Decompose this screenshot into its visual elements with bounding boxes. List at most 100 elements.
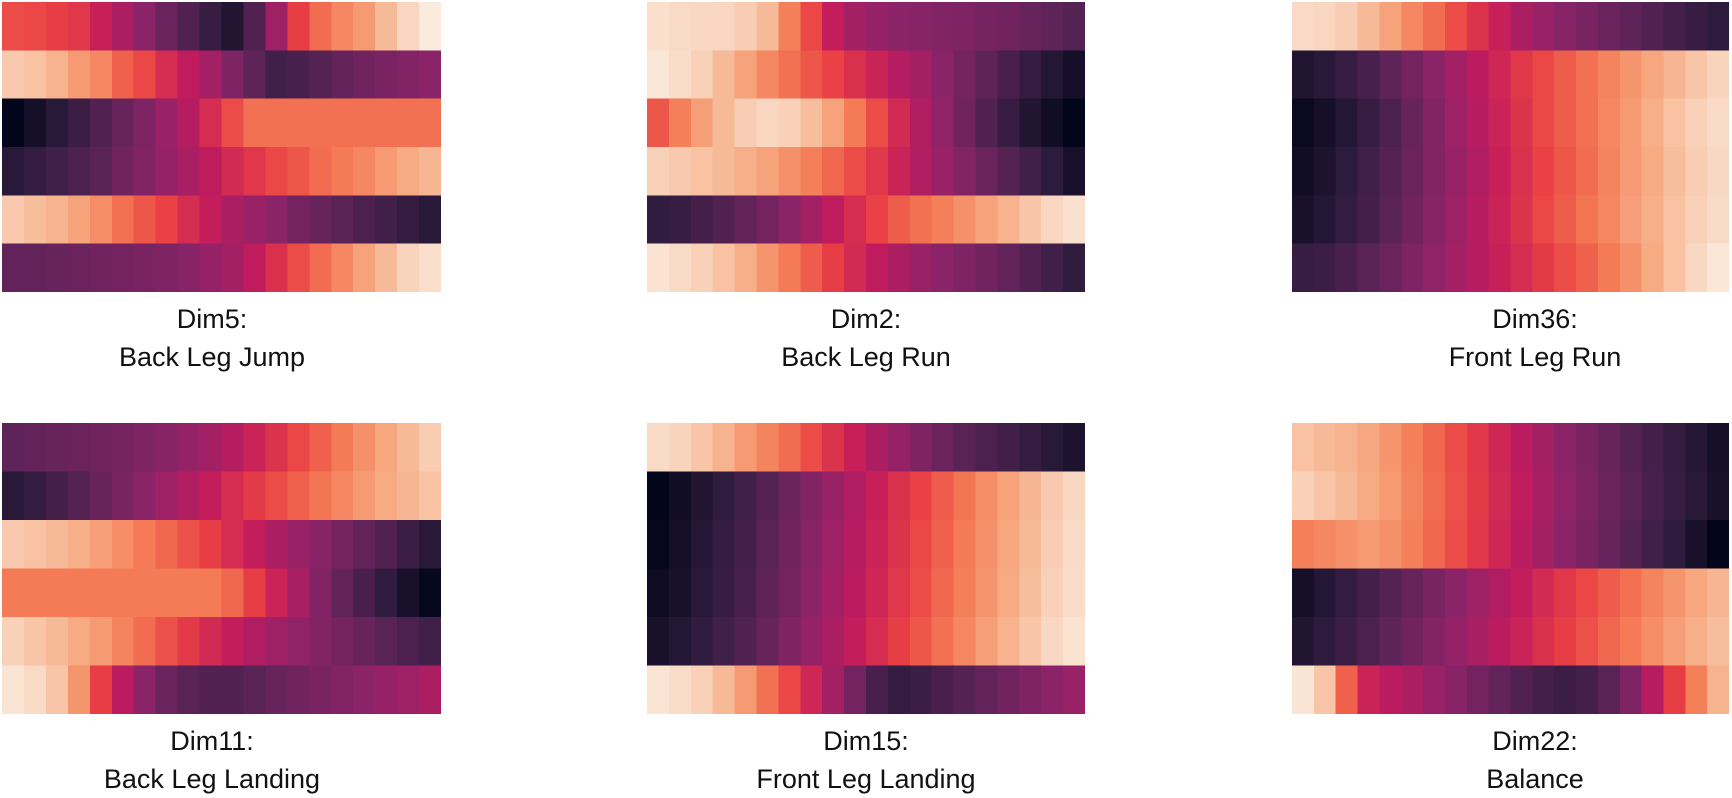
heatmap-cell [1313,147,1337,196]
heatmap-cell [1379,2,1402,51]
heatmap-cell [975,243,998,292]
heatmap-cell [221,423,245,473]
heatmap-cell [1041,617,1064,667]
heatmap-cell [822,665,845,714]
heatmap-cell [1488,520,1512,570]
heatmap-cell [1313,617,1337,667]
heatmap-cell [975,2,998,51]
heatmap-cell [1488,617,1512,667]
heatmap-cell [177,50,201,100]
heatmap-cell [1401,520,1424,570]
heatmap-cell [1292,520,1315,570]
heatmap-cell [155,195,179,245]
heatmap-cell [712,423,736,473]
heatmap-cell [734,665,758,714]
heatmap-cell [1444,243,1468,292]
heatmap-cell [1357,665,1380,714]
heatmap-cell [45,617,69,667]
heatmap-cell [265,520,288,570]
heatmap-cell [997,195,1020,245]
heatmap-cell [2,243,25,292]
heatmap-cell [1663,568,1686,618]
heatmap-cell [309,243,332,292]
heatmap-cell [887,195,911,245]
heatmap-cell [1466,147,1490,196]
heatmap-cell [1619,195,1643,245]
heatmap-cell [931,147,955,196]
heatmap-cell [1597,243,1621,292]
heatmap-cell [397,2,420,51]
heatmap-cell [822,423,845,473]
heatmap-cell [265,147,288,196]
heatmap-cell [1019,2,1042,51]
heatmap-cell [2,568,25,618]
heatmap-cell [1401,98,1424,148]
heatmap-cell [1379,98,1402,148]
heatmap-cell [375,243,398,292]
heatmap-cell [931,617,955,667]
heatmap-cell [243,520,266,570]
heatmap-cell [1707,568,1729,618]
heatmap-cell [953,471,977,521]
heatmap-cell [1019,568,1042,618]
heatmap-cell [1597,195,1621,245]
heatmap-cell [1510,2,1533,51]
heatmap-cell [647,50,670,100]
heatmap-cell [953,568,977,618]
heatmap-cell [243,471,266,521]
heatmap-cell [2,520,25,570]
heatmap-cell [975,147,998,196]
heatmap-cell [331,665,354,714]
heatmap-cell [353,665,376,714]
heatmap-cell [931,243,955,292]
heatmap-cell [199,147,223,196]
heatmap-cell [23,243,47,292]
heatmap-cell [1466,423,1490,473]
heatmap-cell [375,98,398,148]
heatmap-cell [909,568,933,618]
heatmap-cell [778,423,801,473]
heatmap-cell [419,423,441,473]
heatmap-cell [243,2,266,51]
heatmap-cell [397,471,420,521]
heatmap-cell [1619,98,1643,148]
heatmap-cell [199,50,223,100]
caption-dim-label: Dim11: [170,726,254,756]
heatmap-cell [734,147,758,196]
heatmap-cell [1532,665,1555,714]
heatmap-cell [221,568,245,618]
heatmap-cell [997,2,1020,51]
heatmap-cell [1707,195,1729,245]
heatmap-cell [199,471,223,521]
heatmap-cell [331,471,354,521]
heatmap-cell [45,147,69,196]
heatmap-cell [353,2,376,51]
heatmap-cell [778,617,801,667]
heatmap-cell [822,520,845,570]
heatmap-cell [375,147,398,196]
heatmap-cell [712,471,736,521]
caption-dim-label: Dim5: [176,304,248,334]
heatmap-cell [177,2,201,51]
heatmap-cell [1707,243,1729,292]
heatmap-cell [1707,2,1729,51]
heatmap-cell [243,98,266,148]
heatmap-cell [734,423,758,473]
heatmap-cell [419,147,441,196]
heatmap-cell [1313,50,1337,100]
heatmap-cell [419,568,441,618]
heatmap-cell [909,471,933,521]
heatmap-cell [734,98,758,148]
heatmap-cell [1619,520,1643,570]
heatmap-cell [1019,195,1042,245]
heatmap-cell [45,665,69,714]
heatmap-cell [199,243,223,292]
heatmap-cell [1335,50,1359,100]
heatmap-cell [1063,98,1085,148]
heatmap-cell [1379,195,1402,245]
heatmap-cell [800,147,823,196]
heatmap-cell [1597,617,1621,667]
heatmap-cell [1619,617,1643,667]
heatmap-cell [822,147,845,196]
heatmap-cell [1554,243,1577,292]
